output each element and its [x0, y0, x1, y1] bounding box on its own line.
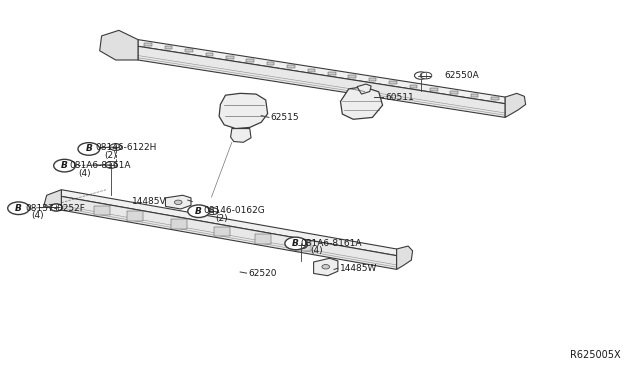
Polygon shape: [471, 94, 479, 97]
Text: 62520: 62520: [248, 269, 277, 278]
Text: 08146-0162G: 08146-0162G: [204, 206, 266, 215]
Polygon shape: [287, 65, 295, 68]
Polygon shape: [127, 211, 143, 221]
Polygon shape: [430, 88, 438, 91]
Polygon shape: [397, 246, 413, 269]
Polygon shape: [138, 39, 505, 104]
Polygon shape: [451, 91, 458, 94]
Polygon shape: [100, 31, 138, 60]
Polygon shape: [340, 87, 383, 119]
Polygon shape: [214, 227, 230, 237]
Circle shape: [420, 72, 432, 79]
Polygon shape: [267, 62, 275, 65]
Text: 62515: 62515: [270, 113, 299, 122]
Circle shape: [110, 144, 122, 150]
Text: 08157-0252F: 08157-0252F: [25, 204, 85, 213]
Text: 14485V: 14485V: [132, 197, 166, 206]
Polygon shape: [61, 190, 397, 256]
Text: 081A6-8161A: 081A6-8161A: [70, 161, 131, 170]
Polygon shape: [348, 75, 356, 78]
Circle shape: [54, 159, 76, 172]
Circle shape: [110, 144, 122, 150]
Polygon shape: [491, 97, 499, 100]
Circle shape: [51, 204, 62, 211]
Polygon shape: [226, 56, 234, 59]
Polygon shape: [357, 84, 371, 94]
Polygon shape: [410, 84, 417, 87]
Text: 60511: 60511: [385, 93, 414, 102]
Text: (4): (4): [31, 211, 44, 220]
Text: (4): (4): [79, 169, 92, 177]
Circle shape: [106, 161, 117, 168]
Polygon shape: [328, 72, 335, 75]
Circle shape: [78, 142, 100, 155]
Polygon shape: [308, 68, 316, 71]
Polygon shape: [505, 93, 525, 118]
Text: 081A6-8161A: 081A6-8161A: [301, 238, 362, 248]
Polygon shape: [44, 190, 61, 210]
Circle shape: [285, 237, 307, 250]
Polygon shape: [219, 93, 268, 129]
Polygon shape: [145, 43, 152, 46]
Text: B: B: [195, 207, 202, 216]
Circle shape: [174, 200, 182, 205]
Circle shape: [207, 208, 218, 215]
Polygon shape: [205, 52, 213, 55]
Polygon shape: [61, 196, 397, 269]
Circle shape: [50, 204, 63, 211]
Text: B: B: [85, 144, 92, 153]
Circle shape: [296, 242, 307, 248]
Polygon shape: [246, 59, 254, 62]
Polygon shape: [255, 234, 271, 244]
Polygon shape: [369, 78, 376, 81]
Circle shape: [106, 161, 117, 168]
Text: (2): (2): [104, 151, 116, 160]
Circle shape: [207, 208, 218, 215]
Text: B: B: [15, 204, 22, 213]
Polygon shape: [389, 81, 397, 84]
Polygon shape: [138, 46, 505, 118]
Circle shape: [415, 72, 428, 79]
Circle shape: [296, 242, 307, 248]
Polygon shape: [164, 46, 172, 49]
Text: (4): (4): [310, 246, 323, 255]
Circle shape: [188, 205, 209, 218]
Polygon shape: [166, 195, 191, 209]
Polygon shape: [295, 241, 311, 251]
Circle shape: [322, 264, 330, 269]
Polygon shape: [171, 219, 187, 229]
Text: 08146-6122H: 08146-6122H: [95, 143, 157, 152]
Text: B: B: [61, 161, 68, 170]
Polygon shape: [314, 258, 338, 276]
Text: (2): (2): [215, 214, 228, 223]
Text: 62550A: 62550A: [445, 71, 479, 80]
Text: B: B: [292, 239, 299, 248]
Circle shape: [8, 202, 29, 215]
Polygon shape: [93, 206, 109, 215]
Text: R625005X: R625005X: [570, 350, 620, 360]
Polygon shape: [230, 129, 251, 142]
Text: 14485W: 14485W: [340, 264, 378, 273]
Polygon shape: [185, 49, 193, 52]
